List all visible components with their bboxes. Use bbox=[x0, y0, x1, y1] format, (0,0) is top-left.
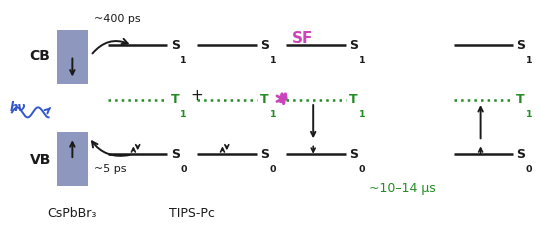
Text: 0: 0 bbox=[526, 165, 532, 174]
Text: SF: SF bbox=[292, 31, 313, 46]
Text: S: S bbox=[260, 148, 269, 161]
Text: T: T bbox=[349, 93, 357, 106]
Text: +: + bbox=[191, 88, 204, 103]
Text: 1: 1 bbox=[269, 56, 276, 65]
Text: T: T bbox=[260, 93, 268, 106]
Text: 1: 1 bbox=[359, 110, 365, 119]
Text: S: S bbox=[171, 39, 180, 52]
Text: 1: 1 bbox=[269, 110, 276, 119]
Text: S: S bbox=[260, 39, 269, 52]
Text: 0: 0 bbox=[359, 165, 365, 174]
FancyBboxPatch shape bbox=[57, 132, 88, 186]
Text: S: S bbox=[516, 39, 525, 52]
Text: T: T bbox=[171, 93, 179, 106]
Text: hν: hν bbox=[10, 101, 26, 114]
Text: ~10–14 μs: ~10–14 μs bbox=[369, 182, 436, 195]
Text: TIPS-Pc: TIPS-Pc bbox=[169, 207, 214, 220]
Text: ~5 ps: ~5 ps bbox=[94, 164, 127, 174]
Text: 1: 1 bbox=[526, 110, 532, 119]
Text: 0: 0 bbox=[180, 165, 187, 174]
Text: 1: 1 bbox=[526, 56, 532, 65]
Text: 0: 0 bbox=[269, 165, 276, 174]
Text: S: S bbox=[349, 148, 358, 161]
Text: T: T bbox=[516, 93, 525, 106]
Text: S: S bbox=[516, 148, 525, 161]
Text: CsPbBr₃: CsPbBr₃ bbox=[48, 207, 97, 220]
Text: VB: VB bbox=[30, 153, 51, 167]
Text: ~400 ps: ~400 ps bbox=[94, 14, 141, 24]
FancyBboxPatch shape bbox=[57, 30, 88, 84]
Text: 1: 1 bbox=[180, 56, 187, 65]
Text: S: S bbox=[349, 39, 358, 52]
Text: 1: 1 bbox=[359, 56, 365, 65]
Text: 1: 1 bbox=[180, 110, 187, 119]
Text: S: S bbox=[171, 148, 180, 161]
Text: CB: CB bbox=[30, 49, 51, 63]
